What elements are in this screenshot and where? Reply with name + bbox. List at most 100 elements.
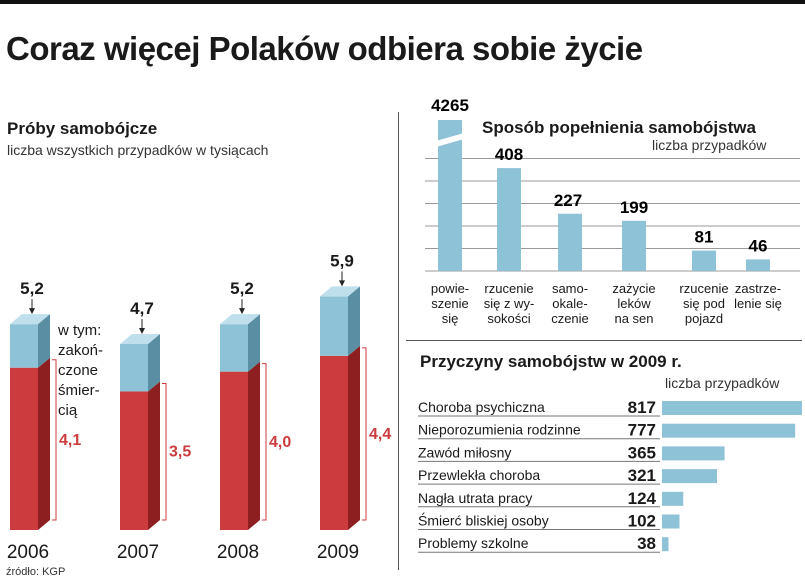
method-bar (558, 213, 582, 271)
bar-total-side (38, 314, 50, 368)
cause-value-label: 321 (628, 466, 656, 485)
bar-total-front (10, 324, 38, 368)
cause-value-label: 817 (628, 398, 656, 417)
method-bar (746, 259, 770, 271)
total-value-label: 5,2 (20, 279, 44, 298)
total-arrow-head (29, 308, 35, 315)
bar-total-top (320, 286, 360, 297)
fatal-value-label: 4,1 (59, 432, 81, 449)
method-value-label: 4265 (431, 96, 469, 115)
cause-value-label: 777 (628, 421, 656, 440)
cause-value-label: 365 (628, 443, 656, 462)
bar-total-top (120, 333, 160, 344)
annotation-line: śmier- (58, 382, 100, 399)
fatal-value-label: 4,0 (269, 434, 291, 451)
bar-total-side (248, 314, 260, 372)
methods-subtitle: liczba przypadków (652, 137, 767, 153)
divider-vertical (398, 112, 399, 570)
total-value-label: 5,2 (230, 279, 254, 298)
bar-total-front (220, 324, 248, 372)
cause-value-label: 102 (628, 512, 656, 531)
method-value-label: 408 (495, 145, 523, 164)
total-arrow-head (239, 308, 245, 315)
fatal-bracket (52, 359, 57, 521)
method-category-label: zastrze- (735, 281, 781, 296)
causes-subtitle: liczba przypadków (665, 375, 780, 391)
bar-fatal-side (38, 357, 50, 530)
bar-total-top (220, 314, 260, 325)
method-category-label: się (442, 311, 459, 326)
method-category-label: się pod (683, 296, 725, 311)
cause-label: Śmierć bliskiej osoby (418, 512, 549, 529)
bar-fatal-side (248, 361, 260, 530)
bar-total-front (320, 296, 348, 356)
cause-label: Problemy szkolne (418, 535, 529, 551)
attempts-title: Próby samobójcze (7, 119, 158, 138)
annotation-line: w tym: (57, 322, 101, 339)
method-category-label: rzucenie (484, 281, 533, 296)
attempts-chart: 4,1 5,2 2006 3,5 4,7 2007 4,0 5,2 2008 4,4 5,9 2009… (7, 251, 391, 563)
total-arrow-head (139, 327, 145, 334)
method-bar (692, 250, 716, 271)
year-tick-label: 2009 (317, 542, 359, 563)
cause-value-label: 124 (628, 489, 657, 508)
causes-title: Przyczyny samobójstw w 2009 r. (420, 352, 682, 371)
method-category-label: powie- (431, 281, 469, 296)
cause-bar (662, 537, 669, 552)
method-value-label: 199 (620, 198, 648, 217)
fatal-bracket (362, 347, 367, 521)
cause-label: Choroba psychiczna (418, 399, 545, 415)
method-category-label: na sen (614, 311, 653, 326)
method-category-label: okale- (552, 296, 587, 311)
bar-fatal-front (10, 367, 38, 530)
total-value-label: 4,7 (130, 299, 154, 318)
cause-bar (662, 401, 802, 415)
annotation-line: zakoń- (58, 342, 103, 359)
method-category-label: rzucenie (679, 281, 728, 296)
cause-bar (662, 514, 680, 529)
annotation-line: cią (58, 402, 78, 419)
method-value-label: 81 (695, 228, 714, 247)
method-category-label: samo- (552, 281, 588, 296)
top-rule (0, 0, 805, 4)
bar-total-side (148, 333, 160, 392)
attempts-subtitle: liczba wszystkich przypadków w tysiącach (7, 142, 269, 158)
bar-fatal-front (220, 371, 248, 530)
method-category-label: pojazd (685, 311, 723, 326)
axis-break (436, 133, 464, 147)
methods-title: Sposób popełnienia samobójstwa (482, 118, 756, 137)
cause-label: Przewlekła choroba (418, 467, 540, 483)
year-tick-label: 2008 (217, 542, 259, 563)
method-category-label: sokości (487, 311, 530, 326)
cause-bar (662, 491, 684, 506)
bar-total-side (348, 286, 360, 356)
method-category-label: szenie (431, 296, 469, 311)
cause-bar (662, 423, 796, 438)
fatal-value-label: 3,5 (169, 444, 191, 461)
cause-bar (662, 446, 725, 461)
fatal-bracket (262, 363, 267, 521)
method-category-label: czenie (551, 311, 589, 326)
cause-label: Nagła utrata pracy (418, 490, 532, 506)
source-note: źródło: KGP (6, 566, 66, 578)
divider-horizontal (406, 340, 802, 341)
method-bar (497, 168, 521, 271)
fatal-bracket (162, 382, 167, 521)
cause-label: Nieporozumienia rodzinne (418, 422, 581, 438)
bar-total-front (120, 343, 148, 392)
cause-label: Zawód miłosny (418, 444, 511, 460)
bar-fatal-side (148, 381, 160, 530)
method-value-label: 227 (554, 191, 582, 210)
total-value-label: 5,9 (330, 251, 354, 270)
method-category-label: leków (617, 296, 651, 311)
annotation-line: czone (58, 362, 98, 379)
bar-total-top (10, 314, 50, 325)
method-category-label: lenie się (734, 296, 782, 311)
bar-fatal-front (120, 391, 148, 530)
method-category-label: zażycie (612, 281, 655, 296)
total-arrow-head (339, 280, 345, 287)
cause-value-label: 38 (637, 534, 656, 553)
year-tick-label: 2007 (117, 542, 159, 563)
year-tick-label: 2006 (7, 542, 49, 563)
